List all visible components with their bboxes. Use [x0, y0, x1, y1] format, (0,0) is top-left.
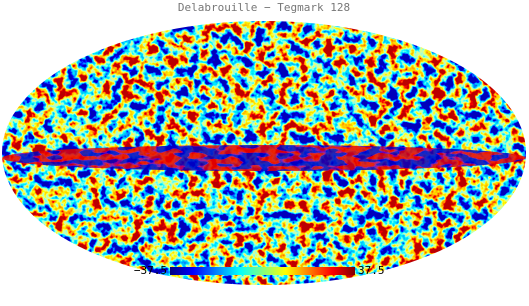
- colorbar-tick-label: −37.5: [134, 264, 167, 277]
- chart-title: Delabrouille − Tegmark 128: [178, 1, 350, 14]
- sky-map: [2, 21, 526, 285]
- colorbar: [170, 267, 355, 275]
- colorbar-tick-label: 37.5: [358, 264, 385, 277]
- galactic-plane: [2, 145, 526, 171]
- galactic-texture: [2, 145, 526, 171]
